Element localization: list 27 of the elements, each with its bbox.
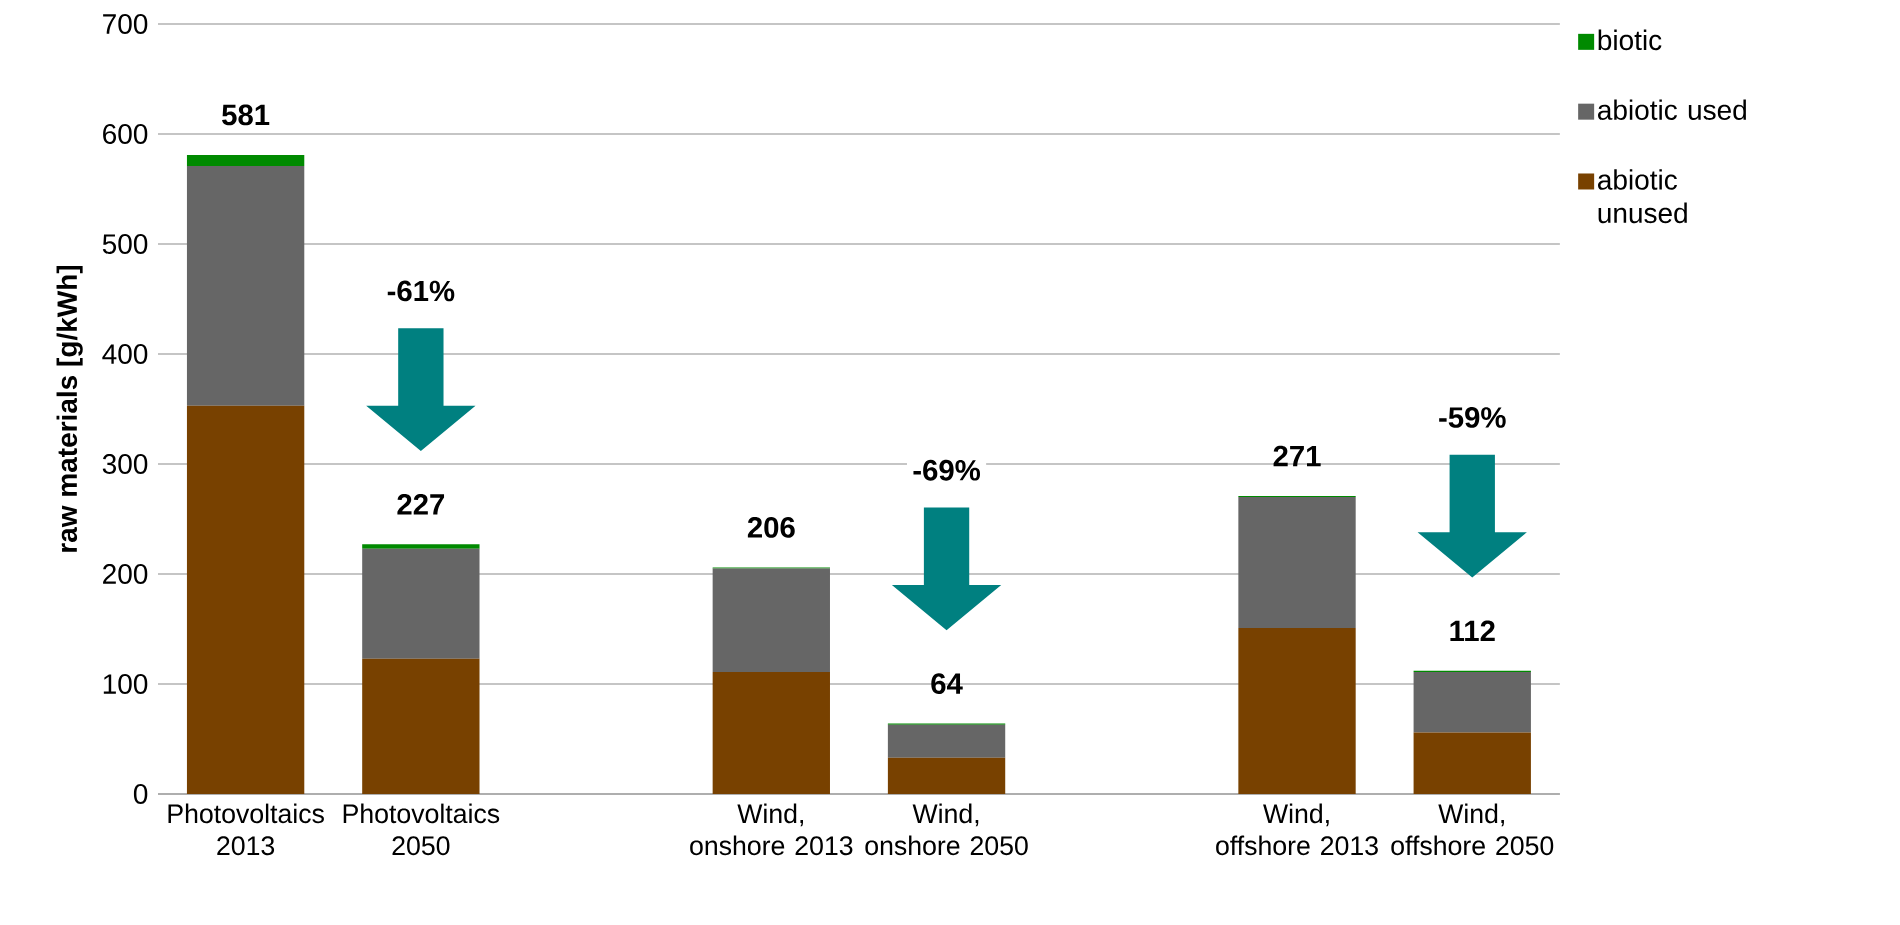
annotation: -69% (913, 459, 980, 481)
total-label: 581 (222, 104, 270, 126)
x-tick-label: Wind, onshore 2050 (865, 803, 1028, 856)
annotation: -59% (1439, 407, 1506, 428)
y-axis-title: raw materials [g/kWh] (56, 265, 83, 552)
x-tick-label: Photovoltaics 2050 (343, 803, 500, 856)
total-label: 206 (747, 517, 795, 538)
y-tick-label: 600 (103, 124, 148, 144)
y-tick-label: 700 (103, 14, 148, 34)
x-tick-label: Photovoltaics 2013 (168, 803, 324, 856)
x-tick-label: Wind, offshore 2013 (1216, 803, 1378, 856)
legend-label: abiotic unused (1598, 169, 1687, 224)
total-label: 227 (397, 494, 445, 515)
total-label: 112 (1450, 620, 1495, 642)
y-tick-label: 200 (103, 564, 148, 584)
x-tick-label: Wind, offshore 2050 (1391, 803, 1554, 856)
annotation: -61% (387, 280, 455, 302)
x-tick-label: Wind, onshore 2013 (690, 803, 853, 856)
legend-label: abiotic used (1598, 99, 1746, 120)
y-tick-label: 300 (102, 454, 148, 474)
total-label: 64 (931, 673, 963, 694)
y-tick-label: 400 (102, 344, 148, 364)
y-tick-label: 500 (102, 234, 148, 254)
y-tick-label: 100 (103, 674, 148, 694)
y-tick-label: 0 (133, 784, 148, 804)
legend-label: biotic (1598, 29, 1662, 51)
total-label: 271 (1273, 445, 1321, 467)
